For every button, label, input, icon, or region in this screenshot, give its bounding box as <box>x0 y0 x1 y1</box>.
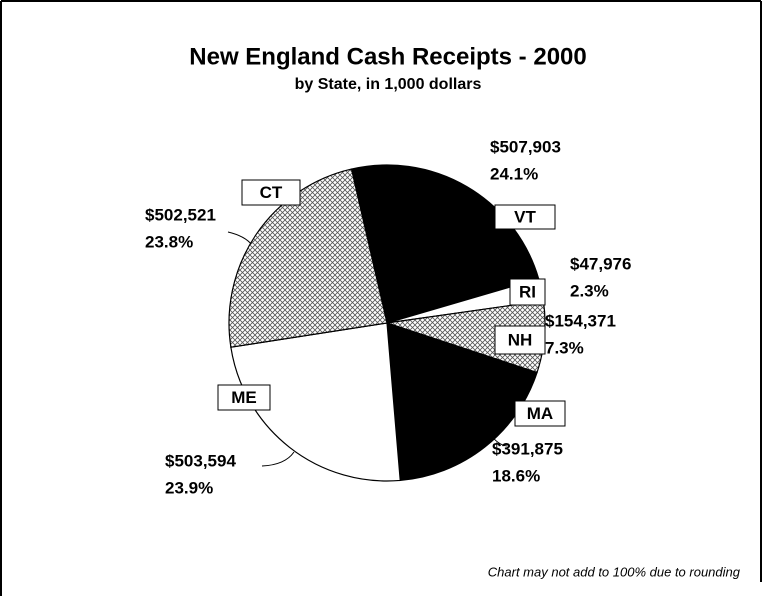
value-label: $391,875 <box>492 439 563 458</box>
leader-line <box>261 451 295 467</box>
category-label: MA <box>527 404 553 423</box>
percent-label: 18.6% <box>492 466 540 485</box>
footnote: Chart may not add to 100% due to roundin… <box>488 564 741 579</box>
category-label: NH <box>508 330 533 349</box>
pie-slice <box>230 322 401 482</box>
category-box <box>514 400 566 427</box>
category-label: RI <box>519 282 536 301</box>
percent-label: 7.3% <box>545 338 584 357</box>
percent-label: 24.1% <box>490 164 538 183</box>
category-label: ME <box>231 388 257 407</box>
pie-slice <box>386 322 538 482</box>
percent-label: 23.8% <box>145 232 193 251</box>
value-label: $502,521 <box>145 205 216 224</box>
value-label: $507,903 <box>490 137 561 156</box>
category-box <box>217 384 271 411</box>
category-label: CT <box>260 183 283 202</box>
category-box <box>241 179 301 206</box>
chart-title: New England Cash Receipts - 2000 <box>189 43 586 70</box>
category-box <box>494 325 546 355</box>
category-box <box>494 204 556 230</box>
category-label: VT <box>514 207 536 226</box>
percent-label: 2.3% <box>570 281 609 300</box>
percent-label: 23.9% <box>165 478 213 497</box>
leader-line <box>227 231 253 246</box>
category-box <box>509 278 546 306</box>
value-label: $154,371 <box>545 311 616 330</box>
value-label: $47,976 <box>570 254 631 273</box>
chart-subtitle: by State, in 1,000 dollars <box>295 76 482 93</box>
pie-slice <box>228 168 388 348</box>
value-label: $503,594 <box>165 451 236 470</box>
pie-slice <box>350 164 540 324</box>
